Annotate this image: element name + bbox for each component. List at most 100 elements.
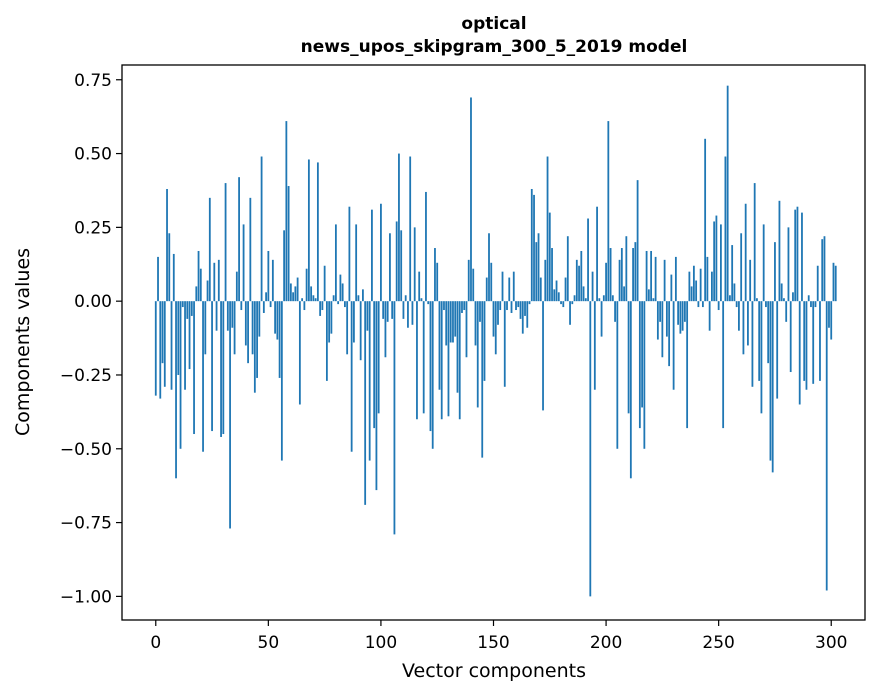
bar-287: [801, 212, 803, 302]
bar-225: [661, 301, 664, 358]
bar-161: [517, 301, 520, 308]
bar-300: [830, 301, 833, 340]
bar-256: [731, 245, 734, 302]
bar-261: [742, 301, 745, 355]
bar-146: [483, 301, 486, 381]
bar-40: [244, 301, 247, 346]
bar-117: [418, 271, 421, 302]
bar-251: [720, 224, 722, 302]
bar-264: [749, 259, 752, 302]
y-axis: 0.75 0.50 0.25 0.00 −0.25 −0.50 −0.75 −1.00: [60, 71, 122, 607]
bar-150: [492, 301, 495, 337]
bar-2: [159, 301, 162, 399]
bar-276: [776, 301, 779, 399]
bar-124: [434, 248, 436, 302]
bar-274: [771, 301, 774, 473]
bar-69: [310, 286, 313, 302]
bar-120: [425, 191, 427, 302]
bar-24: [208, 197, 211, 302]
bar-271: [765, 301, 767, 308]
bar-144: [479, 301, 481, 322]
bar-147: [485, 277, 488, 302]
bar-29: [220, 301, 222, 437]
y-tick-label-4: −0.25: [60, 366, 112, 386]
bar-266: [753, 183, 756, 302]
bar-218: [645, 250, 648, 302]
bar-37: [238, 177, 240, 302]
bar-59: [287, 186, 290, 302]
bar-212: [632, 248, 634, 302]
bar-106: [393, 301, 396, 535]
bar-302: [834, 265, 837, 302]
bar-34: [231, 301, 234, 328]
bar-263: [747, 301, 749, 346]
bar-178: [555, 280, 558, 302]
bar-232: [677, 301, 680, 325]
bar-139: [467, 259, 470, 302]
bar-254: [726, 85, 729, 302]
x-axis: 0 50 100 150 200 250 300: [150, 620, 847, 653]
bar-243: [701, 301, 704, 308]
bar-191: [584, 298, 587, 302]
bar-222: [654, 256, 657, 302]
bar-44: [253, 301, 256, 393]
bar-131: [449, 301, 452, 343]
bar-244: [704, 138, 707, 302]
bar-201: [607, 121, 610, 302]
bar-130: [447, 301, 450, 417]
bar-91: [359, 301, 362, 361]
bar-290: [807, 295, 810, 302]
bar-85: [346, 301, 349, 355]
bar-65: [301, 298, 304, 302]
y-tick-label-0: 0.75: [74, 71, 112, 91]
y-tick-label-7: −1.00: [60, 587, 112, 607]
bar-113: [409, 156, 412, 302]
bar-164: [524, 301, 526, 316]
bar-278: [780, 283, 783, 302]
bar-182: [564, 277, 567, 302]
bar-277: [778, 200, 781, 302]
bar-246: [708, 301, 711, 331]
bar-112: [407, 301, 409, 328]
bar-30: [222, 301, 225, 435]
bar-152: [497, 301, 499, 325]
bar-97: [373, 301, 376, 429]
bar-19: [197, 250, 200, 302]
bar-140: [470, 97, 472, 302]
bar-158: [510, 301, 513, 313]
x-tick-label-150: 150: [477, 633, 509, 653]
bar-0: [154, 301, 157, 396]
bar-240: [695, 280, 698, 302]
bar-70: [312, 295, 315, 302]
bar-10: [177, 301, 180, 375]
bar-90: [357, 295, 360, 302]
bar-221: [652, 298, 655, 302]
bar-183: [566, 236, 569, 302]
bar-26: [213, 262, 216, 302]
bar-289: [805, 301, 808, 390]
bar-25: [211, 301, 213, 432]
bar-154: [501, 271, 504, 302]
y-tick-label-2: 0.25: [74, 218, 112, 238]
bar-211: [629, 301, 632, 479]
bar-135: [458, 301, 461, 420]
bar-47: [260, 156, 263, 302]
bar-142: [474, 301, 477, 346]
bar-68: [307, 159, 310, 302]
bar-233: [679, 301, 682, 334]
bar-101: [382, 301, 385, 319]
bar-284: [794, 209, 797, 302]
chart-title-line2: news_upos_skipgram_300_5_2019 model: [301, 37, 688, 57]
bar-81: [337, 301, 340, 305]
bar-31: [224, 183, 227, 302]
bar-170: [537, 233, 540, 302]
bar-76: [325, 301, 328, 381]
bar-32: [226, 301, 229, 331]
bar-6: [168, 233, 171, 302]
bar-46: [258, 301, 261, 337]
bar-153: [499, 301, 502, 311]
bar-93: [364, 301, 367, 505]
bar-61: [292, 292, 295, 302]
bar-257: [733, 283, 736, 302]
bar-210: [627, 301, 630, 414]
